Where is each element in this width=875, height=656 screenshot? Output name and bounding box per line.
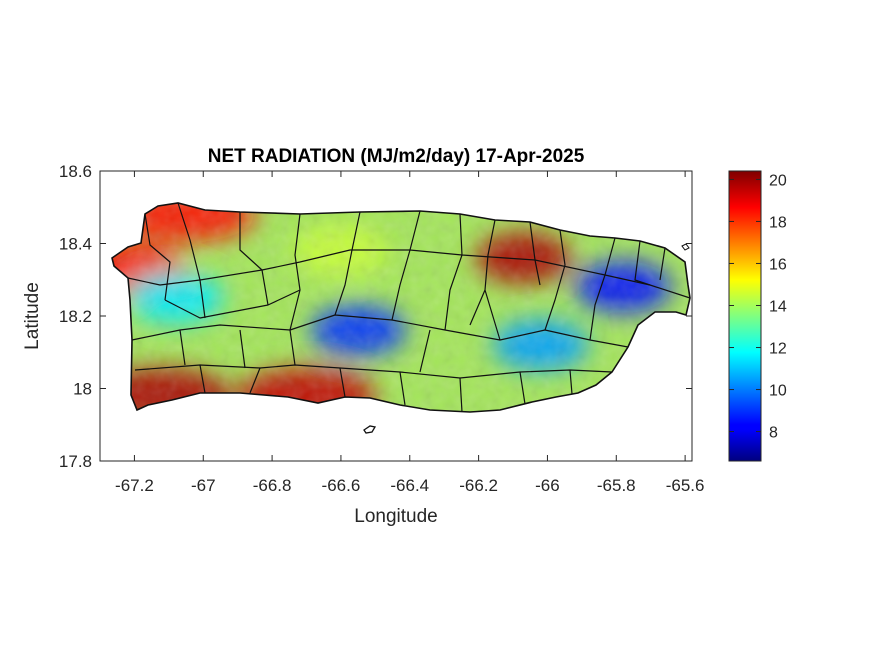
municipality-boundary: [569, 369, 573, 395]
x-tick-label: -66.6: [322, 476, 361, 495]
municipality-boundary: [239, 212, 269, 306]
y-tick-label: 18.6: [59, 162, 92, 181]
x-tick-label: -67: [191, 476, 216, 495]
y-tick-label: 18: [73, 380, 92, 399]
municipality-boundary: [391, 210, 421, 321]
municipality-boundary: [469, 219, 496, 326]
island-coastline: [111, 202, 691, 413]
colorbar-tick-label: 16: [769, 256, 787, 273]
municipality-boundary: [144, 213, 171, 301]
municipality-boundary: [399, 371, 406, 406]
y-tick-label: 18.2: [59, 307, 92, 326]
municipality-boundary: [419, 329, 431, 373]
municipality-boundary: [589, 237, 616, 341]
municipality-boundary: [544, 229, 566, 331]
colorbar-ticks: 8 10 12 14 16 18 20: [729, 172, 787, 442]
y-axis-ticks: 17.8 18 18.2 18.4 18.6: [59, 162, 692, 471]
municipality-boundary: [519, 371, 526, 405]
municipality-boundary: [131, 314, 629, 348]
municipality-boundary: [199, 364, 206, 394]
x-tick-label: -66: [535, 476, 560, 495]
municipality-boundary: [339, 367, 346, 398]
colorbar-tick-label: 14: [769, 298, 787, 315]
y-axis-label: Latitude: [22, 282, 43, 350]
municipality-boundary: [249, 367, 261, 394]
colorbar-tick-label: 12: [769, 341, 787, 358]
x-axis-ticks: -67.2 -67 -66.8 -66.6 -66.4 -66.2 -66 -65.8 -65.…: [115, 171, 704, 495]
x-axis-label: Longitude: [354, 506, 437, 527]
islet-east: [681, 243, 690, 251]
x-tick-label: -67.2: [115, 476, 154, 495]
y-tick-label: 18.4: [59, 235, 92, 254]
colorbar-tick-label: 20: [769, 172, 787, 189]
x-tick-label: -66.8: [253, 476, 292, 495]
municipality-boundary: [164, 289, 301, 319]
municipality-boundaries: [127, 202, 691, 413]
y-tick-label: 17.8: [59, 452, 92, 471]
municipality-boundary: [177, 202, 206, 319]
islet-caja-de-muertos: [363, 425, 377, 434]
municipality-boundary: [634, 240, 651, 286]
municipality-boundary: [459, 377, 463, 413]
municipality-boundary: [334, 211, 361, 316]
x-tick-label: -65.6: [666, 476, 705, 495]
x-tick-label: -65.8: [597, 476, 636, 495]
municipality-boundary: [444, 213, 463, 331]
municipality-boundary: [659, 247, 666, 281]
colorbar-tick-label: 10: [769, 383, 787, 400]
colorbar-tick-label: 18: [769, 214, 787, 231]
municipality-boundary: [179, 329, 186, 366]
municipality-boundary: [127, 249, 691, 299]
municipality-boundary: [134, 364, 613, 379]
x-tick-label: -66.2: [459, 476, 498, 495]
municipality-boundary: [239, 329, 246, 369]
chart-title: NET RADIATION (MJ/m2/day) 17-Apr-2025: [208, 146, 585, 167]
municipality-boundary: [484, 289, 501, 341]
x-tick-label: -66.4: [390, 476, 429, 495]
colorbar: [728, 170, 762, 462]
colorbar-tick-label: 8: [769, 425, 778, 442]
